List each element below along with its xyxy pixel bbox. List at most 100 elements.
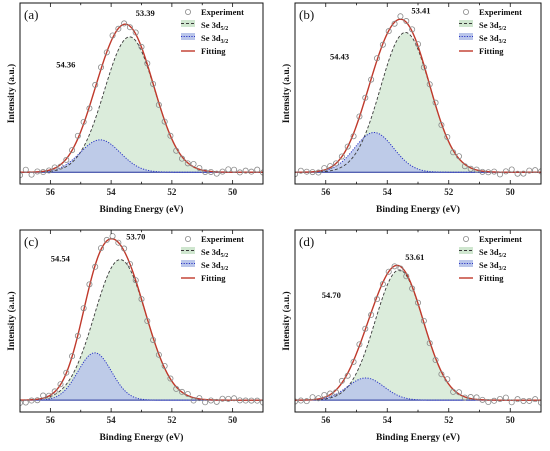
experiment-point [432, 99, 439, 106]
experiment-point [207, 397, 214, 404]
experiment-point [344, 372, 351, 379]
x-tick-label: 50 [228, 187, 238, 197]
experiment-point [161, 118, 168, 125]
experiment-point [332, 160, 339, 167]
se3d52-area [20, 259, 263, 401]
experiment-point [184, 160, 191, 167]
experiment-point [20, 172, 23, 179]
experiment-point [350, 358, 357, 365]
experiment-point [173, 147, 180, 154]
experiment-point [420, 317, 427, 324]
x-axis-label: Binding Energy (eV) [376, 432, 460, 443]
x-tick-label: 56 [321, 187, 331, 197]
experiment-point [450, 388, 457, 395]
experiment-point [150, 80, 157, 87]
se3d32-area [295, 132, 541, 173]
experiment-point [368, 311, 375, 318]
experiment-point [80, 118, 87, 125]
plot-area [295, 13, 541, 178]
experiment-point [213, 398, 220, 405]
x-tick-label: 52 [167, 415, 177, 425]
x-tick-label: 54 [107, 187, 117, 197]
legend-experiment: Experiment [201, 7, 244, 17]
experiment-point [178, 155, 185, 162]
peak-label: 54.54 [51, 254, 71, 264]
experiment-point [385, 268, 392, 275]
experiment-point [303, 168, 310, 175]
experiment-point [455, 389, 462, 396]
x-tick-label: 52 [444, 415, 454, 425]
legend-experiment: Experiment [479, 7, 522, 17]
legend-d32-swatch [181, 260, 195, 267]
legend-experiment-marker [184, 235, 191, 242]
experiment-point [231, 395, 238, 402]
experiment-point [103, 49, 110, 56]
experiment-point [74, 132, 81, 139]
chart-panel-c: 56 54 52 50 Binding Energy (eV) Intensity (a.… [6, 229, 264, 443]
experiment-point [373, 55, 380, 62]
experiment-point [303, 398, 310, 405]
experiment-point [74, 332, 81, 339]
experiment-point [115, 25, 122, 32]
legend-experiment-marker [462, 235, 469, 242]
experiment-point [103, 236, 110, 243]
experiment-point [155, 101, 162, 108]
experiment-point [34, 397, 41, 404]
x-tick-label: 56 [46, 415, 56, 425]
x-tick-label: 56 [46, 187, 56, 197]
legend-d32-swatch [181, 33, 195, 40]
experiment-point [338, 153, 345, 160]
se3d52-area [20, 36, 263, 173]
experiment-point [34, 168, 41, 175]
experiment-point [356, 341, 363, 348]
experiment-point [22, 399, 29, 406]
experiment-point [51, 388, 58, 395]
experiment-point [144, 318, 151, 325]
experiment-point [373, 296, 380, 303]
experiment-point [86, 105, 93, 112]
experiment-point [368, 76, 375, 83]
experiment-point [132, 29, 139, 36]
x-tick-label: 50 [506, 415, 516, 425]
experiment-point [126, 260, 133, 267]
experiment-point [356, 113, 363, 120]
chart-panel-a: 56 54 52 50 Binding Energy (eV) Intensity (a.… [6, 2, 264, 215]
plot-area [20, 233, 263, 406]
se3d32-area [20, 139, 263, 173]
experiment-point [167, 375, 174, 382]
x-tick-label: 52 [167, 187, 177, 197]
experiment-point [92, 263, 99, 270]
legend-experiment-marker [462, 8, 469, 15]
se3d32-line [20, 139, 263, 173]
experiment-point [219, 395, 226, 402]
experiment-point [202, 168, 209, 175]
x-tick-label: 50 [228, 415, 238, 425]
legend-d32: Se 3d3/2 [479, 33, 506, 45]
experiment-point [520, 397, 527, 404]
experiment-point [254, 166, 261, 173]
experiment-point [379, 281, 386, 288]
experiment-point [397, 13, 404, 20]
experiment-point [450, 149, 457, 156]
legend-d32-sub: 3/2 [499, 39, 507, 45]
experiment-point [362, 94, 369, 101]
y-axis-label: Intensity (a.u.) [281, 291, 292, 350]
se3d52-area [295, 32, 541, 173]
legend-d32: Se 3d3/2 [201, 260, 228, 272]
experiment-point [520, 170, 527, 177]
experiment-point [485, 399, 492, 406]
x-tick-label: 56 [321, 415, 331, 425]
experiment-point [115, 239, 122, 246]
experiment-point [190, 397, 197, 404]
experiment-point [391, 263, 398, 270]
legend-fitting: Fitting [479, 273, 504, 283]
experiment-point [538, 168, 541, 175]
experiment-point [444, 134, 451, 141]
peak-label: 54.70 [322, 290, 341, 300]
fitting-line [20, 238, 263, 401]
legend-d32-sub: 3/2 [221, 39, 229, 45]
experiment-point [132, 277, 139, 284]
